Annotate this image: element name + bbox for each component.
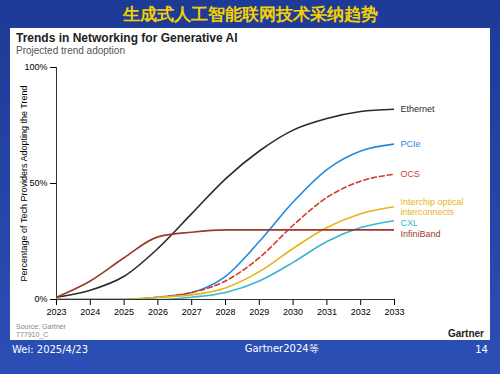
svg-text:InfiniBand: InfiniBand (401, 229, 441, 239)
html-text:Trends in Networking for Gener: Trends in Networking for Generative AI (16, 31, 238, 45)
svg-text:2028: 2028 (215, 307, 235, 317)
svg-text:0%: 0% (34, 294, 47, 304)
svg-text:2033: 2033 (384, 307, 404, 317)
svg-text:OCS: OCS (401, 169, 421, 179)
svg-text:2027: 2027 (182, 307, 202, 317)
html-text:Source: Gartner: Source: Gartner (16, 323, 66, 330)
svg-text:CXL: CXL (401, 218, 419, 228)
html-text:Gartner: Gartner (447, 328, 484, 339)
svg-text:2024: 2024 (80, 307, 100, 317)
svg-text:2025: 2025 (114, 307, 134, 317)
svg-text:2029: 2029 (249, 307, 269, 317)
svg-text:Percentage of Tech Providers A: Percentage of Tech Providers Adopting th… (19, 86, 29, 282)
html-text:Wei: 2025/4/23: Wei: 2025/4/23 (12, 343, 89, 355)
svg-text:2032: 2032 (351, 307, 371, 317)
html-text:Projected trend adoption: Projected trend adoption (16, 45, 125, 56)
svg-text:2026: 2026 (148, 307, 168, 317)
svg-text:2030: 2030 (283, 307, 303, 317)
html-text:Gartner2024等: Gartner2024等 (244, 343, 319, 354)
svg-text:2031: 2031 (317, 307, 337, 317)
svg-text:Interchip opticalinterconnects: Interchip opticalinterconnects (401, 197, 464, 217)
svg-text:100%: 100% (24, 62, 47, 72)
svg-text:Ethernet: Ethernet (401, 104, 436, 114)
svg-text:50%: 50% (29, 178, 47, 188)
svg-text:PCIe: PCIe (401, 139, 421, 149)
html-text:777910_C: 777910_C (16, 331, 49, 338)
svg-text:2023: 2023 (46, 307, 66, 317)
html-text:14: 14 (475, 343, 488, 355)
html-text:生成式人工智能联网技术采纳趋势: 生成式人工智能联网技术采纳趋势 (122, 4, 378, 24)
